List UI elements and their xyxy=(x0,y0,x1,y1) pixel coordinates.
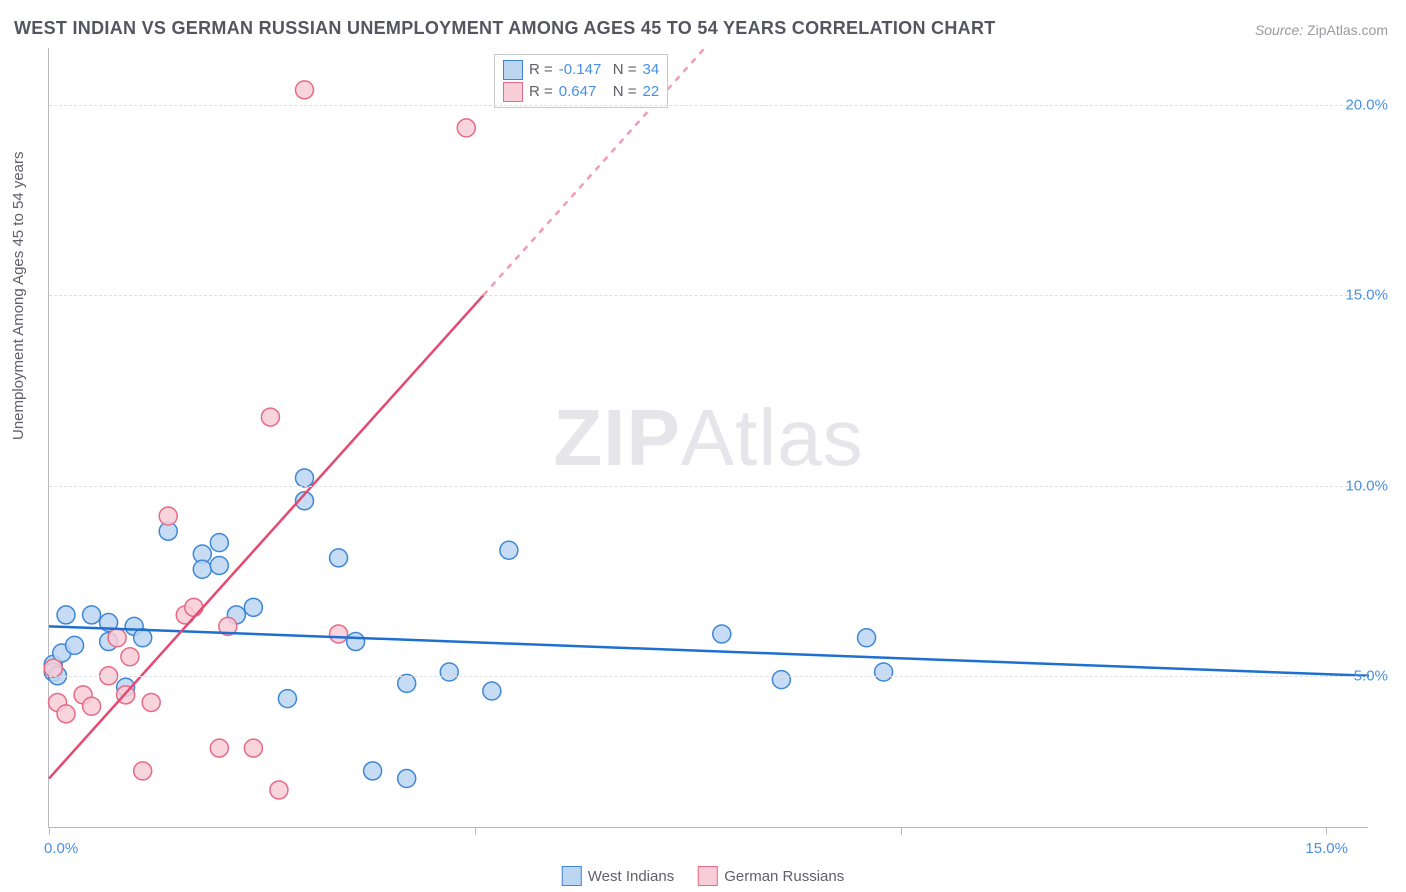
data-point xyxy=(210,534,228,552)
stats-n-val-1: 22 xyxy=(643,81,660,103)
source-attribution: Source: ZipAtlas.com xyxy=(1255,22,1388,38)
data-point xyxy=(159,507,177,525)
data-point xyxy=(858,629,876,647)
legend-swatch-0 xyxy=(562,866,582,886)
ytick-label: 10.0% xyxy=(1345,477,1388,494)
xtick xyxy=(901,827,902,835)
data-point xyxy=(713,625,731,643)
stats-swatch-0 xyxy=(503,60,523,80)
legend-item-1: German Russians xyxy=(698,866,844,886)
stats-n-label-0: N = xyxy=(613,59,637,81)
stats-row-0: R = -0.147 N = 34 xyxy=(503,59,659,81)
data-point xyxy=(57,606,75,624)
ytick-label: 15.0% xyxy=(1345,287,1388,304)
stats-box: R = -0.147 N = 34 R = 0.647 N = 22 xyxy=(494,54,668,108)
ytick-label: 5.0% xyxy=(1354,667,1388,684)
data-point xyxy=(83,606,101,624)
data-point xyxy=(185,598,203,616)
data-point xyxy=(261,408,279,426)
data-point xyxy=(134,762,152,780)
data-point xyxy=(440,663,458,681)
data-point xyxy=(875,663,893,681)
data-point xyxy=(347,633,365,651)
data-point xyxy=(330,549,348,567)
stats-r-label-1: R = xyxy=(529,81,553,103)
gridline-h xyxy=(49,295,1368,296)
data-point xyxy=(193,560,211,578)
data-point xyxy=(295,81,313,99)
data-point xyxy=(500,541,518,559)
stats-n-label-1: N = xyxy=(613,81,637,103)
xtick xyxy=(49,827,50,835)
trend-line xyxy=(49,626,1369,675)
data-point xyxy=(483,682,501,700)
legend-item-0: West Indians xyxy=(562,866,674,886)
data-point xyxy=(398,674,416,692)
xtick xyxy=(1326,827,1327,835)
data-point xyxy=(398,770,416,788)
gridline-h xyxy=(49,105,1368,106)
data-point xyxy=(210,739,228,757)
stats-r-val-1: 0.647 xyxy=(559,81,607,103)
data-point xyxy=(108,629,126,647)
trend-line xyxy=(49,295,483,778)
data-point xyxy=(244,739,262,757)
data-point xyxy=(295,469,313,487)
data-point xyxy=(364,762,382,780)
ytick-label: 20.0% xyxy=(1345,97,1388,114)
data-point xyxy=(83,697,101,715)
gridline-h xyxy=(49,676,1368,677)
data-point xyxy=(210,556,228,574)
data-point xyxy=(270,781,288,799)
chart-title: WEST INDIAN VS GERMAN RUSSIAN UNEMPLOYME… xyxy=(14,18,996,39)
legend: West Indians German Russians xyxy=(562,866,844,886)
data-point xyxy=(57,705,75,723)
source-value: ZipAtlas.com xyxy=(1307,22,1388,38)
chart-svg xyxy=(49,48,1368,827)
data-point xyxy=(44,659,62,677)
stats-n-val-0: 34 xyxy=(643,59,660,81)
legend-swatch-1 xyxy=(698,866,718,886)
legend-label-1: German Russians xyxy=(724,868,844,885)
stats-row-1: R = 0.647 N = 22 xyxy=(503,81,659,103)
stats-r-label-0: R = xyxy=(529,59,553,81)
source-label: Source: xyxy=(1255,22,1303,38)
data-point xyxy=(278,690,296,708)
data-point xyxy=(457,119,475,137)
xtick xyxy=(475,827,476,835)
legend-label-0: West Indians xyxy=(588,868,674,885)
data-point xyxy=(134,629,152,647)
xtick-label: 0.0% xyxy=(44,840,78,857)
data-point xyxy=(142,693,160,711)
data-point xyxy=(121,648,139,666)
data-point xyxy=(66,636,84,654)
data-point xyxy=(330,625,348,643)
xtick-label: 15.0% xyxy=(1305,840,1348,857)
plot-area: ZIPAtlas R = -0.147 N = 34 R = 0.647 N =… xyxy=(48,48,1368,828)
gridline-h xyxy=(49,486,1368,487)
stats-r-val-0: -0.147 xyxy=(559,59,607,81)
y-axis-label: Unemployment Among Ages 45 to 54 years xyxy=(10,151,27,440)
data-point xyxy=(772,671,790,689)
stats-swatch-1 xyxy=(503,82,523,102)
data-point xyxy=(244,598,262,616)
